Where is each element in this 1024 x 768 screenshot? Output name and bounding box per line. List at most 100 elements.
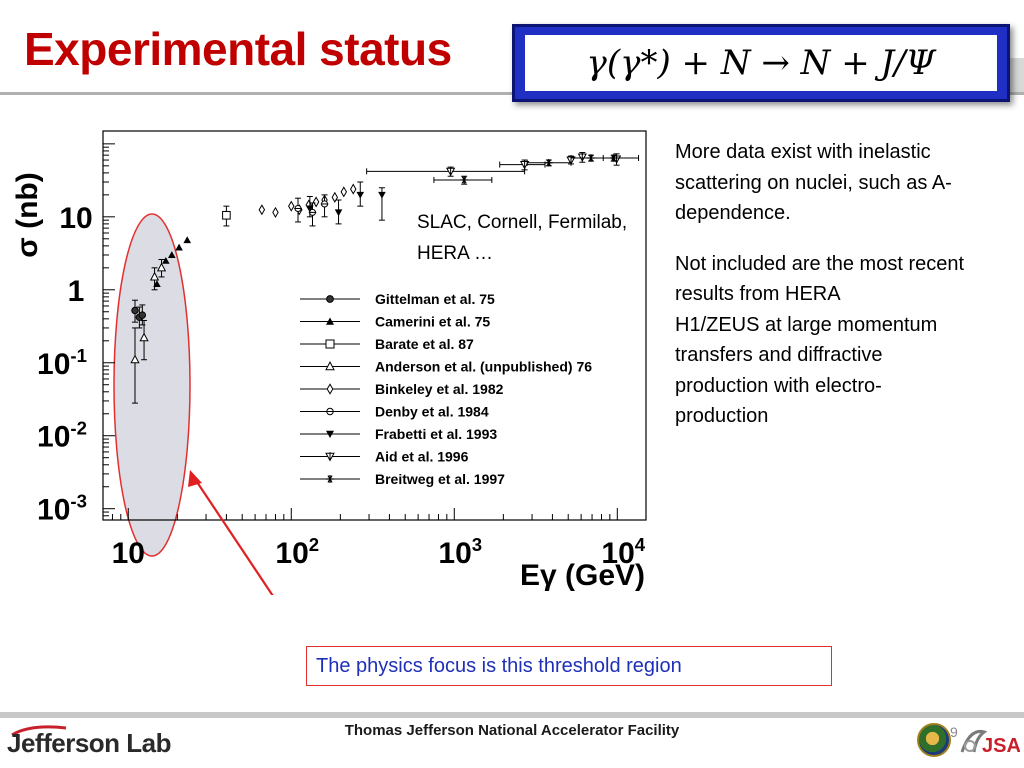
jefferson-lab-swoosh-icon (11, 725, 67, 737)
chart-legend: Gittelman et al. 75 Camerini et al. 75 Bar… (300, 291, 592, 487)
data-point (433, 175, 493, 185)
y-tick-label: 10-1 (37, 345, 87, 381)
side-note-inelastic: More data exist with inelastic scatterin… (675, 137, 1020, 229)
point-marker (378, 191, 386, 199)
point-marker (294, 204, 302, 213)
legend-label: Anderson et al. (unpublished) 76 (375, 359, 592, 375)
legend-marker (325, 361, 335, 371)
experiments-annotation: SLAC, Cornell, Fermilab, HERA … (417, 207, 677, 269)
legend-marker (326, 430, 334, 438)
legend-label: Gittelman et al. 75 (375, 291, 495, 307)
side-note-line: transfers and diffractive (675, 344, 883, 366)
data-point (130, 327, 140, 404)
data-point (138, 304, 147, 326)
series-4 (130, 259, 167, 404)
data-point (378, 187, 386, 221)
point-marker (149, 271, 160, 281)
side-note-line: H1/ZEUS at large momentum (675, 313, 938, 336)
legend-label: Barate et al. 87 (375, 336, 474, 352)
page-number: 9 (950, 724, 958, 740)
x-axis-label: Eγ (GeV) (520, 559, 645, 592)
point-marker (519, 160, 530, 170)
legend-entry: Denby et al. 1984 (300, 404, 489, 420)
legend-label: Camerini et al. 75 (375, 314, 490, 330)
side-note-line: production (675, 405, 769, 427)
legend-label: Frabetti et al. 1993 (375, 426, 497, 442)
data-point (131, 299, 139, 323)
data-point (577, 152, 587, 163)
point-marker (156, 262, 167, 272)
side-note-line: Not included are the most recent (675, 252, 965, 275)
equation-frame: γ(γ*) + N → N + J/Ψ (512, 24, 1010, 102)
focus-arrow-line (192, 475, 274, 595)
point-marker (312, 196, 320, 208)
data-point (294, 197, 302, 223)
point-marker (139, 332, 149, 342)
data-point (149, 267, 160, 291)
y-tick-label: 10-3 (37, 491, 87, 527)
point-marker (131, 306, 139, 315)
point-marker (334, 209, 343, 217)
data-point (356, 181, 365, 207)
data-point (288, 200, 295, 212)
annotation-line: SLAC, Cornell, Fermilab, (417, 212, 628, 233)
y-tick-label: 10-2 (37, 418, 87, 454)
legend-marker (325, 452, 335, 462)
point-marker (130, 354, 140, 364)
series-1 (131, 299, 147, 329)
legend-label: Binkeley et al. 1982 (375, 381, 504, 397)
data-point (350, 183, 357, 195)
point-marker (175, 243, 183, 251)
decorative-bar (1010, 58, 1024, 92)
point-marker (356, 191, 365, 199)
legend-entry: Gittelman et al. 75 (300, 291, 495, 307)
data-point (222, 205, 231, 227)
side-note-line: scattering on nuclei, such as A- (675, 171, 952, 194)
point-marker (138, 311, 147, 319)
data-point (175, 243, 183, 251)
focus-arrow-head (188, 470, 202, 487)
legend-entry: Camerini et al. 75 (300, 314, 490, 330)
side-note-hera: Not included are the most recent results… (675, 249, 1020, 432)
y-axis-label: σ (nb) (11, 172, 44, 258)
reaction-equation: γ(γ*) + N → N + J/Ψ (525, 35, 997, 91)
point-marker (445, 167, 456, 177)
jsa-logo: JSA (960, 729, 1020, 757)
series-9 (433, 154, 640, 185)
data-point (139, 319, 149, 361)
legend-marker (326, 383, 334, 395)
point-marker (587, 154, 595, 162)
data-point (331, 191, 339, 203)
legend-entry: Frabetti et al. 1993 (300, 426, 497, 442)
series-8 (366, 152, 622, 177)
point-marker (162, 256, 170, 264)
point-marker (609, 154, 618, 162)
y-tick-label: 1 (68, 275, 85, 308)
data-point (183, 236, 192, 244)
legend-entry: Binkeley et al. 1982 (300, 381, 504, 397)
doe-seal-icon (917, 723, 951, 757)
point-marker (544, 158, 553, 167)
x-tick-label: 102 (275, 534, 319, 570)
legend-label: Denby et al. 1984 (375, 404, 489, 420)
legend-marker (326, 317, 334, 325)
series-6 (294, 194, 329, 227)
legend-marker (325, 339, 335, 349)
point-marker (331, 191, 339, 203)
series-5 (258, 183, 357, 218)
data-point (526, 158, 572, 167)
data-point (153, 280, 161, 288)
slide-title: Experimental status (24, 23, 452, 75)
threshold-highlight-ellipse (113, 213, 191, 557)
point-marker (168, 251, 176, 259)
point-marker (288, 200, 295, 212)
side-note-line: More data exist with inelastic (675, 141, 931, 163)
point-marker (272, 206, 279, 218)
point-marker (258, 204, 266, 216)
footer-divider (0, 712, 1024, 718)
x-tick-label: 10 (112, 537, 145, 570)
data-point (306, 195, 314, 218)
y-tick-label: 10 (59, 202, 92, 235)
data-point (168, 251, 176, 259)
point-marker (460, 176, 468, 184)
